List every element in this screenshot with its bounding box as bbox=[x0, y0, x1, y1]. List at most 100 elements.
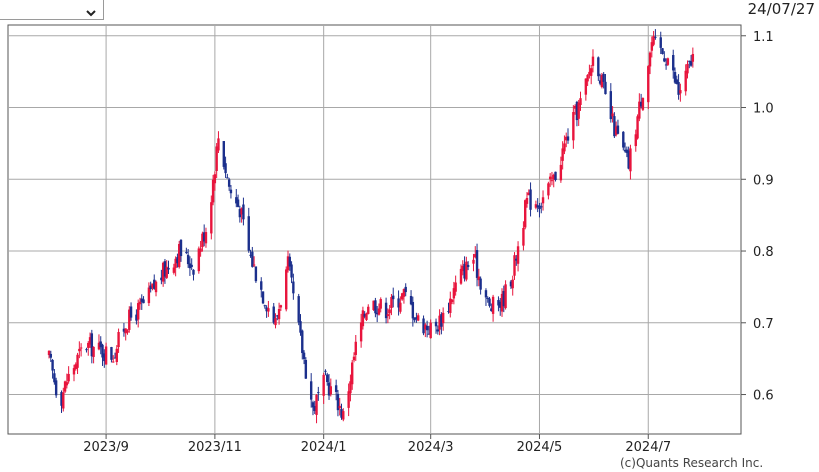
candle-body bbox=[342, 411, 345, 420]
candle-body bbox=[677, 82, 680, 95]
candle-body bbox=[491, 296, 495, 314]
candle-body bbox=[252, 264, 256, 266]
x-tick-label: 2023/11 bbox=[188, 440, 242, 455]
candle-body bbox=[88, 337, 92, 345]
candle-body bbox=[397, 298, 400, 308]
candle-body bbox=[351, 362, 354, 385]
candle-body bbox=[199, 248, 202, 252]
candle-body bbox=[472, 259, 475, 264]
candle-body bbox=[227, 179, 231, 187]
candle-body bbox=[436, 329, 440, 332]
candle-body bbox=[110, 347, 113, 360]
candle-body bbox=[604, 81, 607, 95]
candle-body bbox=[638, 101, 641, 119]
candle-body bbox=[138, 301, 142, 305]
candle-body bbox=[429, 322, 432, 339]
candle-body bbox=[260, 281, 263, 290]
candle-body bbox=[226, 177, 229, 179]
candle-body bbox=[641, 97, 645, 110]
candle-body bbox=[639, 101, 643, 107]
candle-body bbox=[334, 385, 338, 392]
candle-body bbox=[53, 373, 56, 383]
candle-body bbox=[236, 199, 240, 207]
candle-body bbox=[679, 90, 682, 94]
candle-body bbox=[584, 78, 588, 95]
chevron-down-icon bbox=[85, 4, 97, 23]
candle-body bbox=[454, 282, 457, 292]
candle-body bbox=[484, 290, 488, 298]
candle-body bbox=[504, 284, 507, 309]
candle-body bbox=[147, 287, 151, 304]
candle-body bbox=[74, 364, 77, 370]
candle-body bbox=[598, 80, 602, 84]
candle-body bbox=[186, 254, 190, 265]
candle-body bbox=[72, 368, 76, 375]
candle-body bbox=[659, 37, 662, 48]
candle-body bbox=[142, 299, 145, 304]
candle-body bbox=[392, 295, 395, 300]
candle-body bbox=[511, 279, 514, 289]
candle-body bbox=[438, 315, 441, 330]
candle-body bbox=[614, 126, 618, 135]
candle-body bbox=[613, 116, 616, 137]
candle-body bbox=[515, 258, 518, 261]
candle-body bbox=[324, 370, 327, 372]
candle-body bbox=[265, 307, 268, 312]
candle-body bbox=[550, 180, 554, 182]
candle-body bbox=[552, 174, 555, 180]
candle-body bbox=[572, 111, 575, 141]
candle-body bbox=[538, 205, 541, 210]
candle-body bbox=[336, 393, 340, 411]
candle-body bbox=[463, 263, 466, 279]
candle-body bbox=[466, 264, 470, 268]
candle-body bbox=[566, 136, 570, 141]
candle-body bbox=[67, 373, 70, 382]
candle-body bbox=[60, 392, 63, 406]
candle-body bbox=[304, 359, 308, 379]
x-tick-label: 2024/1 bbox=[301, 440, 347, 455]
candle-body bbox=[434, 321, 438, 327]
candle-body bbox=[363, 313, 366, 317]
candle-body bbox=[47, 350, 51, 356]
x-tick-label: 2024/5 bbox=[517, 440, 563, 455]
candle-body bbox=[490, 308, 493, 311]
candle-body bbox=[87, 342, 90, 348]
candle-body bbox=[261, 291, 265, 304]
period-select[interactable] bbox=[0, 0, 104, 20]
candle-body bbox=[85, 349, 88, 351]
candle-body bbox=[263, 305, 267, 307]
candle-body bbox=[135, 314, 138, 321]
candle-body bbox=[399, 302, 402, 312]
candle-body bbox=[609, 91, 613, 120]
candle-body bbox=[636, 116, 639, 139]
candle-body bbox=[224, 163, 227, 174]
candle-body bbox=[575, 101, 579, 121]
candle-body bbox=[90, 333, 94, 357]
candle-body bbox=[288, 256, 291, 267]
candle-body bbox=[229, 189, 233, 194]
candle-body bbox=[167, 267, 170, 270]
candle-body bbox=[197, 248, 201, 272]
candle-body bbox=[78, 348, 81, 352]
candle-body bbox=[302, 352, 306, 360]
candle-body bbox=[272, 306, 275, 323]
candle-body bbox=[179, 239, 183, 257]
candle-body bbox=[388, 309, 391, 314]
candle-body bbox=[340, 409, 343, 418]
candle-body bbox=[686, 63, 689, 74]
candle-body bbox=[117, 332, 120, 348]
candle-body bbox=[124, 328, 127, 334]
candle-body bbox=[338, 405, 341, 409]
candle-body bbox=[524, 200, 527, 228]
candle-body bbox=[372, 300, 375, 310]
y-tick-label: 1.0 bbox=[753, 102, 774, 117]
candle-body bbox=[666, 58, 670, 65]
candle-body bbox=[627, 150, 630, 169]
candle-body bbox=[359, 322, 363, 342]
candle-body bbox=[249, 254, 252, 256]
candle-body bbox=[461, 265, 464, 272]
candle-body bbox=[165, 266, 168, 278]
candle-body bbox=[440, 314, 443, 327]
candle-body bbox=[267, 308, 270, 312]
